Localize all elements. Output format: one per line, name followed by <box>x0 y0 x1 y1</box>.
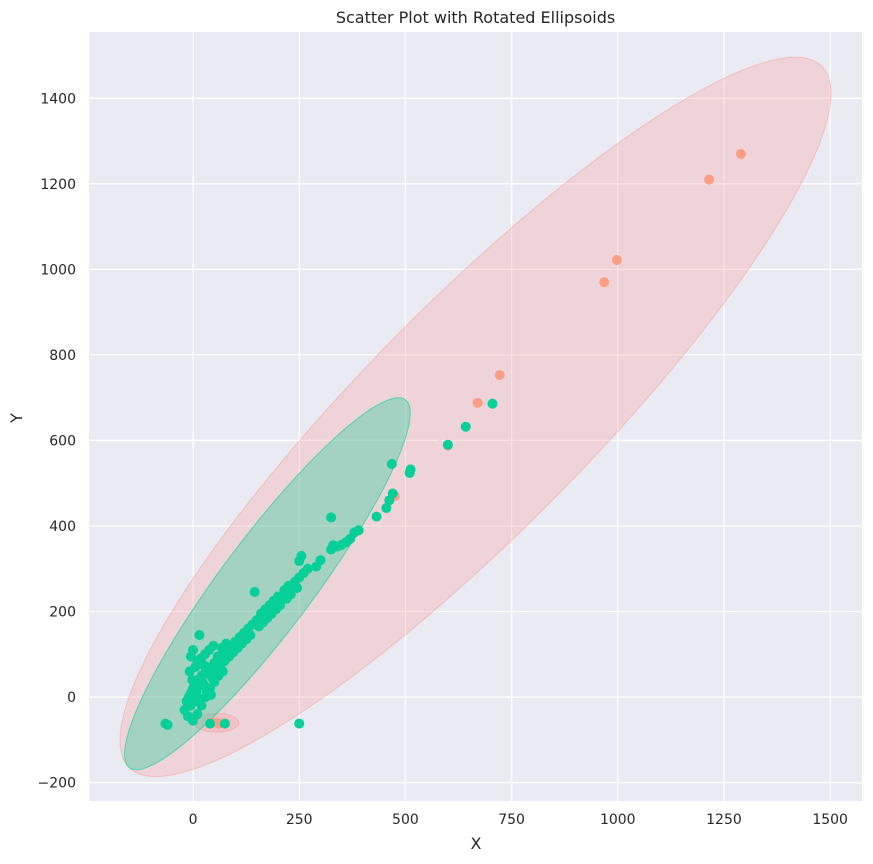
data-point <box>735 148 746 159</box>
points <box>160 148 746 730</box>
data-point <box>442 439 453 450</box>
y-tick-label: 200 <box>49 605 76 621</box>
data-point <box>194 694 205 705</box>
y-tick-label: 1400 <box>40 91 76 107</box>
data-point <box>219 718 230 729</box>
y-tick-label: 400 <box>49 519 76 535</box>
y-tick-label: 800 <box>49 348 76 364</box>
data-point <box>371 511 382 522</box>
y-tick-label: −200 <box>38 776 76 792</box>
data-point <box>275 600 286 611</box>
data-point <box>294 556 305 567</box>
data-point <box>225 647 236 658</box>
data-point <box>221 638 232 649</box>
data-point <box>185 700 196 711</box>
x-tick-label: 250 <box>286 812 313 828</box>
data-point <box>494 370 505 381</box>
data-point <box>249 586 260 597</box>
x-tick-labels: 0 250 500 750 1000 1250 1500 <box>189 812 848 828</box>
data-point <box>285 589 296 600</box>
data-point <box>208 640 219 651</box>
data-point <box>190 662 201 673</box>
y-tick-label: 600 <box>49 433 76 449</box>
data-point <box>187 674 198 685</box>
x-tick-label: 1250 <box>706 812 742 828</box>
data-point <box>460 421 471 432</box>
data-point <box>205 718 216 729</box>
data-point <box>192 709 203 720</box>
data-point <box>292 583 303 594</box>
data-point <box>384 495 395 506</box>
data-point <box>704 174 715 185</box>
data-point <box>294 718 305 729</box>
data-point <box>611 254 622 265</box>
y-tick-label: 0 <box>67 690 76 706</box>
y-axis-label: Y <box>7 413 26 424</box>
x-tick-label: 1500 <box>812 812 848 828</box>
data-point <box>212 651 223 662</box>
data-point <box>326 512 337 523</box>
data-point <box>311 561 322 572</box>
data-point <box>199 680 210 691</box>
data-point <box>245 630 256 641</box>
x-axis-label: X <box>471 834 482 853</box>
data-point <box>194 630 205 641</box>
y-tick-label: 1200 <box>40 177 76 193</box>
y-tick-labels: −200 0 200 400 600 800 1000 1200 1400 <box>38 91 76 791</box>
data-point <box>386 458 397 469</box>
x-tick-label: 750 <box>498 812 525 828</box>
data-point <box>472 397 483 408</box>
x-tick-label: 0 <box>189 812 198 828</box>
data-point <box>326 544 337 555</box>
data-point <box>404 467 415 478</box>
grid <box>89 32 862 801</box>
data-point <box>381 503 392 514</box>
chart-title: Scatter Plot with Rotated Ellipsoids <box>336 8 615 27</box>
data-point <box>162 719 173 730</box>
data-point <box>599 277 610 288</box>
data-point <box>487 398 498 409</box>
x-tick-label: 1000 <box>600 812 636 828</box>
y-tick-label: 1000 <box>40 262 76 278</box>
x-tick-label: 500 <box>392 812 419 828</box>
data-point <box>205 689 216 700</box>
data-point <box>217 666 228 677</box>
